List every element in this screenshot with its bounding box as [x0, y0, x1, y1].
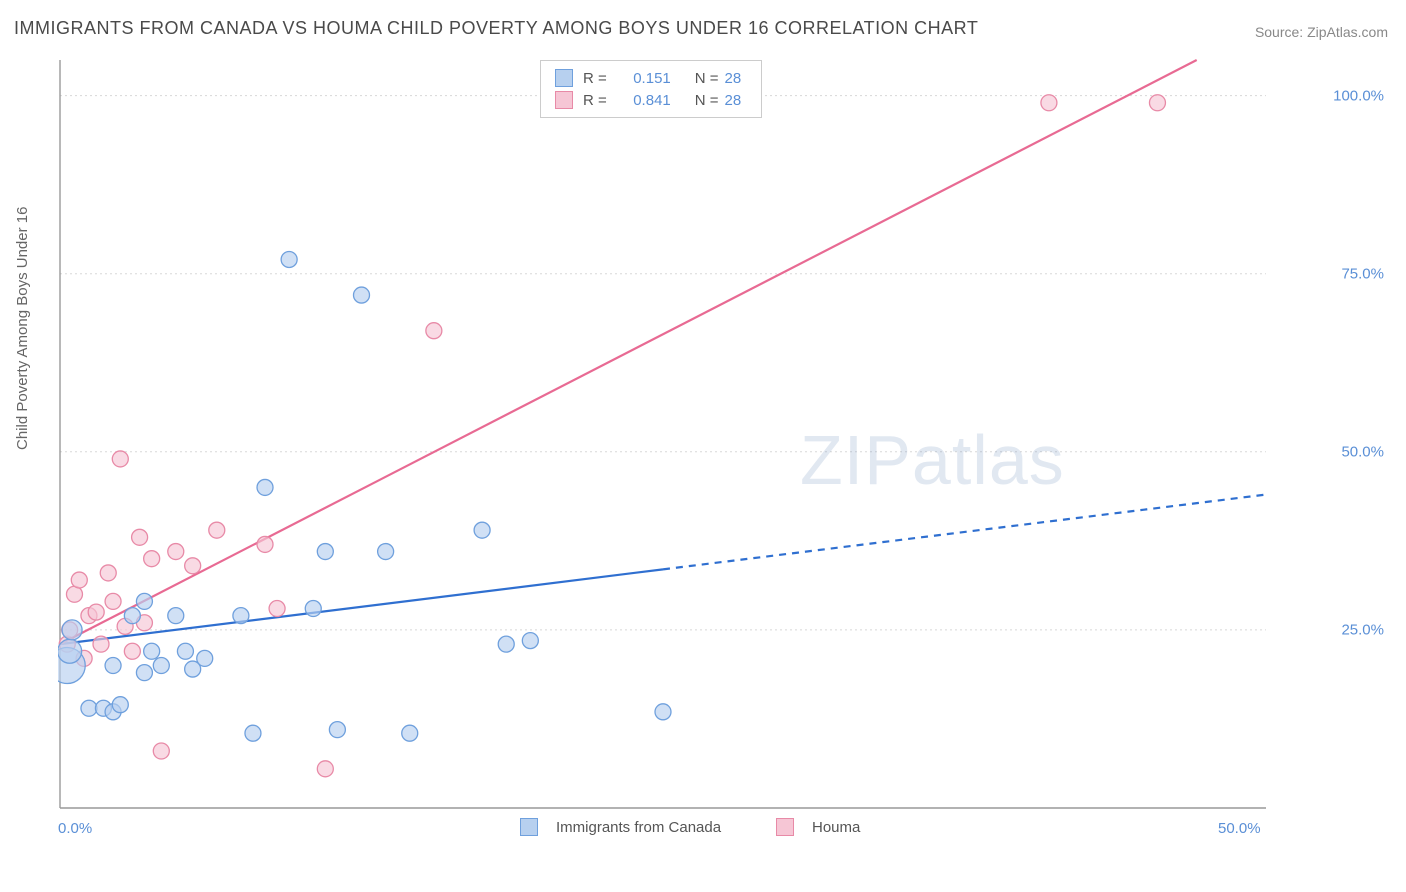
series-swatch: [776, 818, 794, 836]
y-tick-label: 25.0%: [1341, 621, 1384, 638]
series-swatch: [520, 818, 538, 836]
legend-item: Immigrants from Canada: [520, 818, 721, 836]
x-tick-label: 0.0%: [58, 820, 92, 837]
chart-title: IMMIGRANTS FROM CANADA VS HOUMA CHILD PO…: [14, 18, 978, 39]
r-label: R =: [583, 92, 607, 109]
n-label: N =: [695, 70, 719, 87]
legend-label: Immigrants from Canada: [556, 819, 721, 836]
y-tick-label: 75.0%: [1341, 265, 1384, 282]
y-axis-label: Child Poverty Among Boys Under 16: [14, 207, 31, 450]
legend-item: Houma: [776, 818, 860, 836]
n-label: N =: [695, 92, 719, 109]
scatter-plot: [58, 56, 1328, 836]
y-tick-label: 50.0%: [1341, 443, 1384, 460]
source-label: Source: ZipAtlas.com: [1255, 24, 1388, 40]
r-label: R =: [583, 70, 607, 87]
n-value: 28: [725, 92, 742, 109]
n-value: 28: [725, 70, 742, 87]
correlation-stats-box: R = 0.151 N = 28 R = 0.841 N = 28: [540, 60, 762, 118]
r-value: 0.841: [613, 92, 671, 109]
x-tick-label: 50.0%: [1218, 820, 1261, 837]
series-swatch: [555, 91, 573, 109]
r-value: 0.151: [613, 70, 671, 87]
series-swatch: [555, 69, 573, 87]
y-tick-label: 100.0%: [1333, 87, 1384, 104]
stats-row: R = 0.841 N = 28: [555, 89, 747, 111]
legend-label: Houma: [812, 819, 860, 836]
stats-row: R = 0.151 N = 28: [555, 67, 747, 89]
